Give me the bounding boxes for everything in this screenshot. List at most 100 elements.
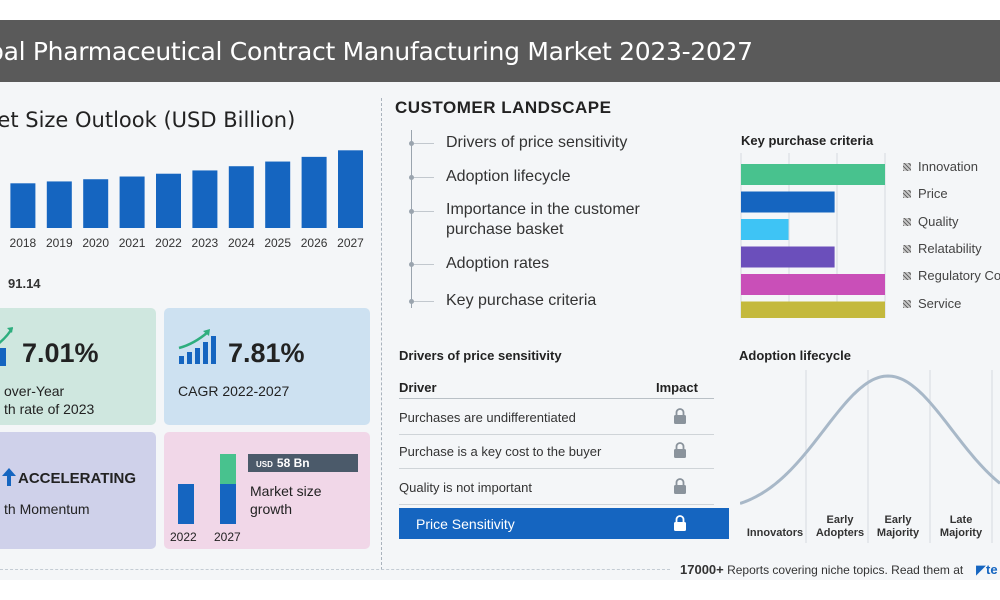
- driver-row: Purchases are undifferentiated: [399, 401, 714, 435]
- year-label-2018: 2018: [9, 236, 37, 250]
- market-size-bar-2027: [338, 150, 363, 228]
- customer-landscape-timeline: [411, 130, 412, 308]
- driver-row: Purchase is a key cost to the buyer: [399, 435, 714, 469]
- year-label-2021: 2021: [118, 236, 146, 250]
- drivers-header-driver: Driver: [399, 380, 437, 395]
- kpc-bar-chart: [740, 153, 886, 318]
- adoption-label-early-majority: Early Majority: [876, 514, 920, 539]
- market-growth-mini-chart: [178, 454, 236, 524]
- lock-icon: [674, 442, 686, 458]
- adoption-bell-curve: [740, 374, 1000, 505]
- adoption-label-innovators: Innovators: [746, 527, 804, 539]
- kpc-legend-swatch: [903, 272, 911, 281]
- kpc-legend-item: Relatability: [903, 241, 982, 256]
- timeline-dash: [414, 211, 434, 212]
- footer-rule: [0, 569, 670, 570]
- customer-landscape-item: Importance in the customer purchase bask…: [446, 201, 640, 238]
- footer-description: Reports covering niche topics. Read them…: [723, 563, 964, 577]
- kpc-bar-service: [741, 301, 885, 318]
- market-size-bar-2018: [10, 183, 36, 228]
- badge-unit: USD: [256, 460, 273, 469]
- kpc-bar-regulatory-co: [741, 274, 885, 295]
- year-label-2022: 2022: [155, 236, 182, 250]
- market-growth-year-2027: 2027: [214, 530, 241, 544]
- adoption-title: Adoption lifecycle: [739, 348, 851, 363]
- adoption-label-late-majority: Late Majority: [939, 514, 983, 539]
- yoy-growth-line1: over-Year: [4, 383, 65, 399]
- adoption-label-early-adopters: Early Adopters: [815, 514, 865, 539]
- kpc-legend-swatch: [903, 217, 911, 226]
- driver-row-label: Purchase is a key cost to the buyer: [399, 444, 602, 459]
- market-growth-card: 2022 2027 USD 58 Bn Market size growth: [164, 432, 370, 549]
- kpc-legend-label: Quality: [918, 213, 959, 229]
- price-sensitivity-label: Price Sensitivity: [416, 516, 515, 532]
- timeline-dash: [414, 301, 434, 302]
- lock-icon: [674, 515, 686, 531]
- timeline-dot: [409, 141, 414, 146]
- kpc-legend-item: Innovation: [903, 159, 978, 174]
- kpc-bar-innovation: [741, 164, 885, 185]
- page-title: bal Pharmaceutical Contract Manufacturin…: [0, 37, 753, 66]
- market-size-bar-2024: [228, 166, 254, 228]
- market-size-bar-2019: [46, 181, 72, 228]
- timeline-dot: [409, 299, 414, 304]
- growth-chart-icon: [178, 329, 216, 364]
- logo-arrow-icon: ◤: [976, 562, 986, 577]
- market-size-base-value: 91.14: [8, 276, 41, 291]
- kpc-legend-label: Price: [918, 186, 948, 202]
- bottom-margin: [0, 580, 1000, 600]
- kpc-legend-swatch: [903, 190, 911, 199]
- customer-landscape-item: Drivers of price sensitivity: [446, 134, 628, 151]
- kpc-bar-relatability: [741, 246, 835, 268]
- market-growth-year-2022: 2022: [170, 530, 197, 544]
- drivers-header-impact: Impact: [656, 380, 698, 395]
- badge-value: 58 Bn: [276, 456, 310, 470]
- cagr-value: 7.81%: [228, 338, 305, 368]
- year-label-2023: 2023: [191, 236, 219, 250]
- timeline-dash: [414, 177, 434, 178]
- yoy-growth-value: 7.01%: [22, 338, 99, 368]
- kpc-legend-item: Quality: [903, 214, 958, 229]
- customer-landscape-item: Key purchase criteria: [446, 292, 597, 309]
- lock-icon: [674, 408, 686, 424]
- market-growth-line2: growth: [250, 501, 293, 517]
- market-size-bar-2026: [301, 156, 327, 228]
- timeline-dash: [414, 264, 434, 265]
- top-margin: [0, 0, 1000, 20]
- kpc-bar-price: [741, 191, 835, 213]
- market-size-bar-2025: [265, 161, 291, 228]
- timeline-dot: [409, 262, 414, 267]
- momentum-card: ACCELERATING th Momentum: [0, 432, 156, 549]
- kpc-legend-label: Service: [918, 295, 962, 311]
- kpc-legend-item: Service: [903, 296, 961, 311]
- year-label-2025: 2025: [264, 236, 292, 250]
- driver-row: Quality is not important: [399, 471, 714, 505]
- kpc-legend-swatch: [903, 299, 911, 308]
- footer-count: 17000+: [680, 562, 724, 577]
- drivers-header-rule: [399, 398, 714, 399]
- market-size-bar-2021: [119, 176, 145, 228]
- yoy-growth-card: 7.01% over-Year th rate of 2023: [0, 308, 156, 425]
- timeline-dash: [414, 143, 434, 144]
- kpc-legend-label: Relatability: [918, 240, 982, 256]
- lock-icon: [674, 478, 686, 494]
- market-size-bar-chart: [10, 150, 363, 228]
- price-sensitivity-row: Price Sensitivity: [399, 508, 729, 539]
- kpc-legend-swatch: [903, 244, 911, 253]
- momentum-line1: th Momentum: [4, 501, 90, 517]
- year-label-2019: 2019: [45, 236, 73, 250]
- timeline-dot: [409, 209, 414, 214]
- market-size-title: ket Size Outlook (USD Billion): [0, 108, 296, 132]
- cagr-label: CAGR 2022-2027: [178, 383, 290, 399]
- brand-logo[interactable]: ◤te: [976, 562, 998, 577]
- market-growth-line1: Market size: [250, 483, 322, 499]
- year-label-2026: 2026: [300, 236, 328, 250]
- market-size-bar-2022: [156, 173, 181, 228]
- driver-row-label: Purchases are undifferentiated: [399, 410, 576, 425]
- kpc-bar-quality: [741, 219, 789, 240]
- customer-landscape-item: Adoption rates: [446, 255, 550, 272]
- kpc-legend-label: Regulatory Co: [918, 268, 1000, 284]
- customer-landscape-title: CUSTOMER LANDSCAPE: [395, 98, 612, 117]
- cagr-card: 7.81% CAGR 2022-2027: [164, 308, 370, 425]
